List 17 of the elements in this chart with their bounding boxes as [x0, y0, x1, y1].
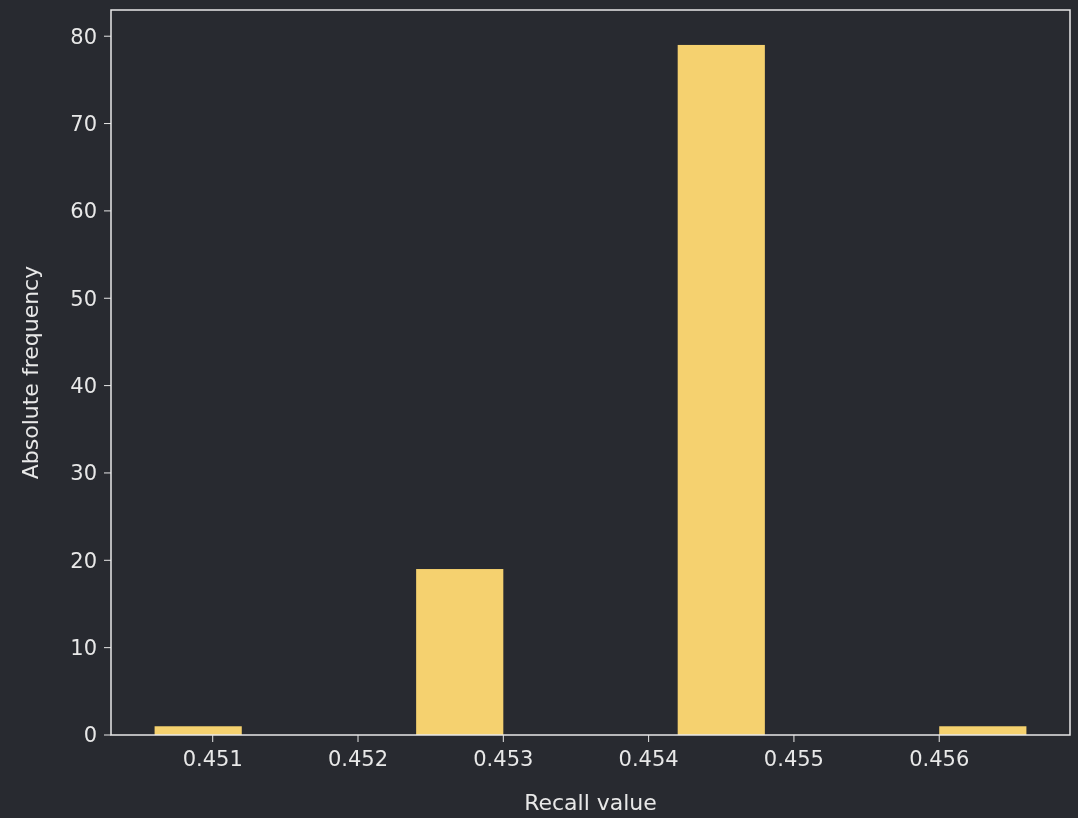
y-tick-label: 0 — [83, 723, 97, 748]
y-tick-label: 20 — [70, 548, 97, 573]
y-tick-label: 60 — [70, 199, 97, 224]
x-tick-label: 0.455 — [763, 747, 824, 771]
y-tick-label: 30 — [70, 461, 97, 486]
x-tick-label: 0.451 — [182, 747, 243, 771]
x-tick-label: 0.452 — [327, 747, 389, 771]
y-tick-label: 80 — [70, 24, 97, 49]
x-tick-label: 0.453 — [473, 747, 534, 771]
y-tick-label: 40 — [70, 373, 97, 398]
x-axis-title: Recall value — [524, 790, 657, 815]
y-tick-label: 10 — [70, 636, 97, 660]
y-tick-label: 70 — [70, 111, 97, 136]
y-axis-title: Absolute frequency — [18, 265, 43, 480]
x-tick-label: 0.454 — [618, 747, 679, 771]
y-tick-label: 50 — [70, 286, 97, 311]
x-tick-label: 0.456 — [909, 747, 970, 771]
